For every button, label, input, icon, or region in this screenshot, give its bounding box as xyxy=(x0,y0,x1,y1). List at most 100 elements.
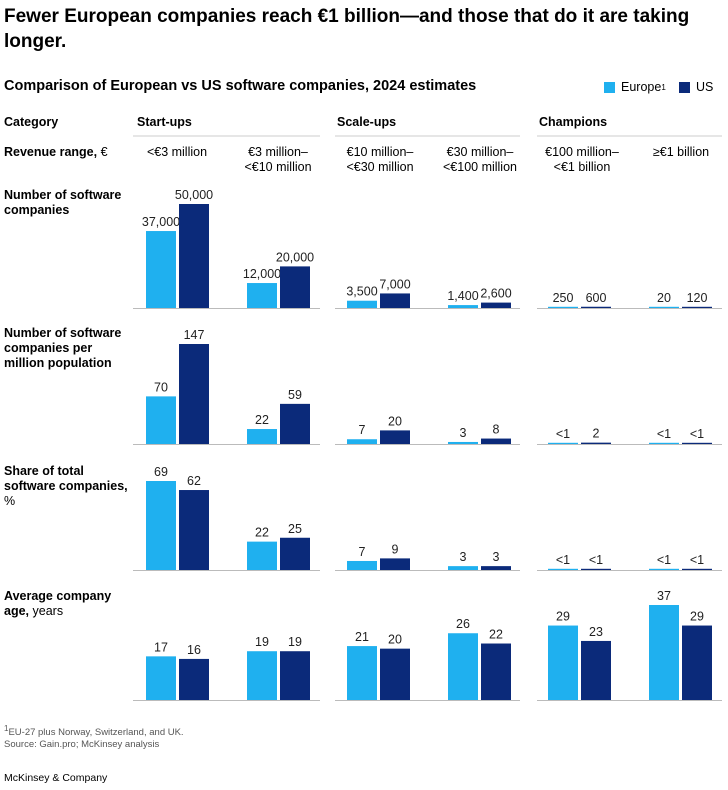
bar-us-0-2 xyxy=(380,293,410,308)
revenue-range-label-bold: Revenue range, xyxy=(4,145,98,159)
bar-us-1-0 xyxy=(179,344,209,444)
bar-us-1-2 xyxy=(380,430,410,444)
bar-europe-2-3 xyxy=(448,566,478,570)
range-label-5: ≥€1 billion xyxy=(652,145,710,159)
bar-europe-2-0 xyxy=(146,481,176,570)
data-label-europe-2-1: 22 xyxy=(255,526,269,540)
data-label-us-3-3: 22 xyxy=(489,628,503,642)
data-label-europe-2-4: <1 xyxy=(556,553,570,567)
bar-us-1-1 xyxy=(280,403,310,444)
data-label-europe-3-1: 19 xyxy=(255,635,269,649)
bar-us-2-1 xyxy=(280,537,310,570)
bar-us-3-4 xyxy=(581,640,611,700)
range-label-3: €30 million– <€100 million xyxy=(442,145,517,174)
group-startups: Start-ups xyxy=(137,115,192,129)
bar-us-2-5 xyxy=(682,568,712,570)
bar-europe-0-0 xyxy=(146,231,176,308)
bar-europe-2-5 xyxy=(649,568,679,570)
data-label-us-3-4: 23 xyxy=(589,625,603,639)
metric-label-1-bold: Number of software companies per million… xyxy=(4,326,122,370)
bar-europe-0-3 xyxy=(448,305,478,308)
brand-name: McKinsey & Company xyxy=(4,772,108,784)
data-label-us-0-3: 2,600 xyxy=(480,287,511,301)
bar-us-0-0 xyxy=(179,204,209,308)
bar-europe-3-0 xyxy=(146,656,176,700)
data-label-europe-2-3: 3 xyxy=(460,550,467,564)
bar-europe-1-3 xyxy=(448,441,478,444)
data-label-europe-1-4: <1 xyxy=(556,427,570,441)
metric-label-1: Number of software companies per million… xyxy=(4,326,129,371)
data-label-us-2-4: <1 xyxy=(589,553,603,567)
metric-label-2-bold: Share of total software companies, xyxy=(4,464,128,493)
footnote-sup: 1 xyxy=(4,724,9,733)
bar-us-0-3 xyxy=(481,302,511,308)
data-label-europe-0-1: 12,000 xyxy=(243,267,281,281)
bar-europe-1-4 xyxy=(548,442,578,444)
metric-label-2-rest: % xyxy=(4,494,16,508)
data-label-us-0-2: 7,000 xyxy=(379,277,410,291)
data-label-us-2-2: 9 xyxy=(392,542,399,556)
data-label-us-0-0: 50,000 xyxy=(175,188,213,202)
bar-europe-1-5 xyxy=(649,442,679,444)
chart-headline: Fewer European companies reach €1 billio… xyxy=(4,6,690,52)
data-label-europe-0-4: 250 xyxy=(553,291,574,305)
bar-us-1-4 xyxy=(581,442,611,444)
data-label-us-0-4: 600 xyxy=(586,291,607,305)
category-header: Category xyxy=(4,115,59,129)
bar-us-0-1 xyxy=(280,266,310,308)
data-label-europe-3-5: 37 xyxy=(657,589,671,603)
group-champions: Champions xyxy=(539,115,608,129)
bar-us-3-3 xyxy=(481,643,511,700)
bar-europe-1-0 xyxy=(146,396,176,444)
legend-us-label: US xyxy=(696,80,714,94)
bar-europe-0-5 xyxy=(649,306,679,308)
range-label-1: €3 million– <€10 million xyxy=(244,145,312,174)
source-text: Source: Gain.pro; McKinsey analysis xyxy=(4,739,160,751)
metric-label-3-bold: Average company age, xyxy=(4,589,112,618)
data-label-us-3-2: 20 xyxy=(388,633,402,647)
data-label-us-1-2: 20 xyxy=(388,414,402,428)
legend-europe-sup: 1 xyxy=(661,82,666,92)
bar-europe-3-2 xyxy=(347,646,377,700)
bar-europe-2-2 xyxy=(347,560,377,570)
range-label-0: <€3 million xyxy=(146,145,208,159)
data-label-europe-2-0: 69 xyxy=(154,465,168,479)
bar-us-2-2 xyxy=(380,558,410,570)
data-label-europe-1-0: 70 xyxy=(154,380,168,394)
data-label-europe-1-2: 7 xyxy=(359,423,366,437)
bar-europe-3-1 xyxy=(247,651,277,700)
data-label-europe-0-0: 37,000 xyxy=(142,215,180,229)
bar-europe-0-1 xyxy=(247,283,277,308)
bar-europe-0-2 xyxy=(347,300,377,308)
bar-europe-2-1 xyxy=(247,541,277,570)
data-label-europe-2-2: 7 xyxy=(359,545,366,559)
data-label-us-0-1: 20,000 xyxy=(276,250,314,264)
data-label-europe-3-3: 26 xyxy=(456,617,470,631)
bar-europe-1-2 xyxy=(347,439,377,444)
group-scaleups: Scale-ups xyxy=(337,115,397,129)
data-label-us-1-3: 8 xyxy=(493,423,500,437)
data-label-us-2-0: 62 xyxy=(187,474,201,488)
data-label-us-2-3: 3 xyxy=(493,550,500,564)
bar-us-1-5 xyxy=(682,442,712,444)
bar-europe-2-4 xyxy=(548,568,578,570)
data-label-us-2-5: <1 xyxy=(690,553,704,567)
bar-us-0-5 xyxy=(682,306,712,308)
bar-europe-3-4 xyxy=(548,625,578,700)
bar-europe-0-4 xyxy=(548,306,578,308)
revenue-range-label: Revenue range, € xyxy=(4,145,129,160)
bar-us-0-4 xyxy=(581,306,611,308)
range-label-4: €100 million– <€1 billion xyxy=(545,145,619,174)
data-label-europe-0-3: 1,400 xyxy=(447,289,478,303)
bar-us-2-3 xyxy=(481,566,511,570)
bar-europe-1-1 xyxy=(247,429,277,444)
bar-us-3-0 xyxy=(179,658,209,700)
footnote: 1EU-27 plus Norway, Switzerland, and UK.… xyxy=(4,723,184,751)
data-label-europe-0-5: 20 xyxy=(657,291,671,305)
data-label-us-0-5: 120 xyxy=(687,291,708,305)
data-label-europe-3-0: 17 xyxy=(154,640,168,654)
metric-label-2: Share of total software companies,% xyxy=(4,464,129,509)
data-label-europe-1-1: 22 xyxy=(255,413,269,427)
metric-label-0-bold: Number of software companies xyxy=(4,188,122,217)
